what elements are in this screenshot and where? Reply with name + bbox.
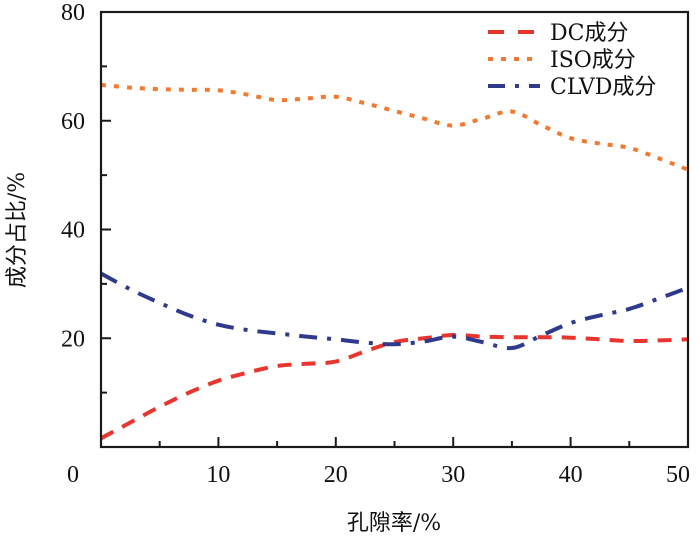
x-tick-label: 40 <box>559 462 583 488</box>
legend-label-clvd: CLVD成分 <box>550 75 656 100</box>
axis-tick-labels: 0 10 20 30 40 50 20 40 60 80 <box>61 0 690 488</box>
x-axis-label: 孔隙率/% <box>347 511 441 536</box>
legend-label-dc: DC成分 <box>550 21 628 46</box>
series-group <box>100 82 689 441</box>
x-tick-label: 0 <box>67 462 79 488</box>
y-tick-label: 80 <box>61 0 85 26</box>
legend-label-iso: ISO成分 <box>550 48 636 73</box>
axis-ticks <box>101 65 631 447</box>
x-tick-label: 50 <box>666 462 690 488</box>
x-tick-label: 10 <box>206 462 230 488</box>
y-tick-label: 40 <box>61 218 85 244</box>
x-tick-label: 30 <box>441 462 465 488</box>
series-line-dc <box>100 332 689 441</box>
y-axis-label: 成分占比/% <box>5 172 30 288</box>
y-tick-label: 20 <box>61 326 85 352</box>
series-line-clvd <box>100 271 689 351</box>
y-tick-label: 60 <box>61 109 85 135</box>
x-tick-label: 20 <box>324 462 348 488</box>
